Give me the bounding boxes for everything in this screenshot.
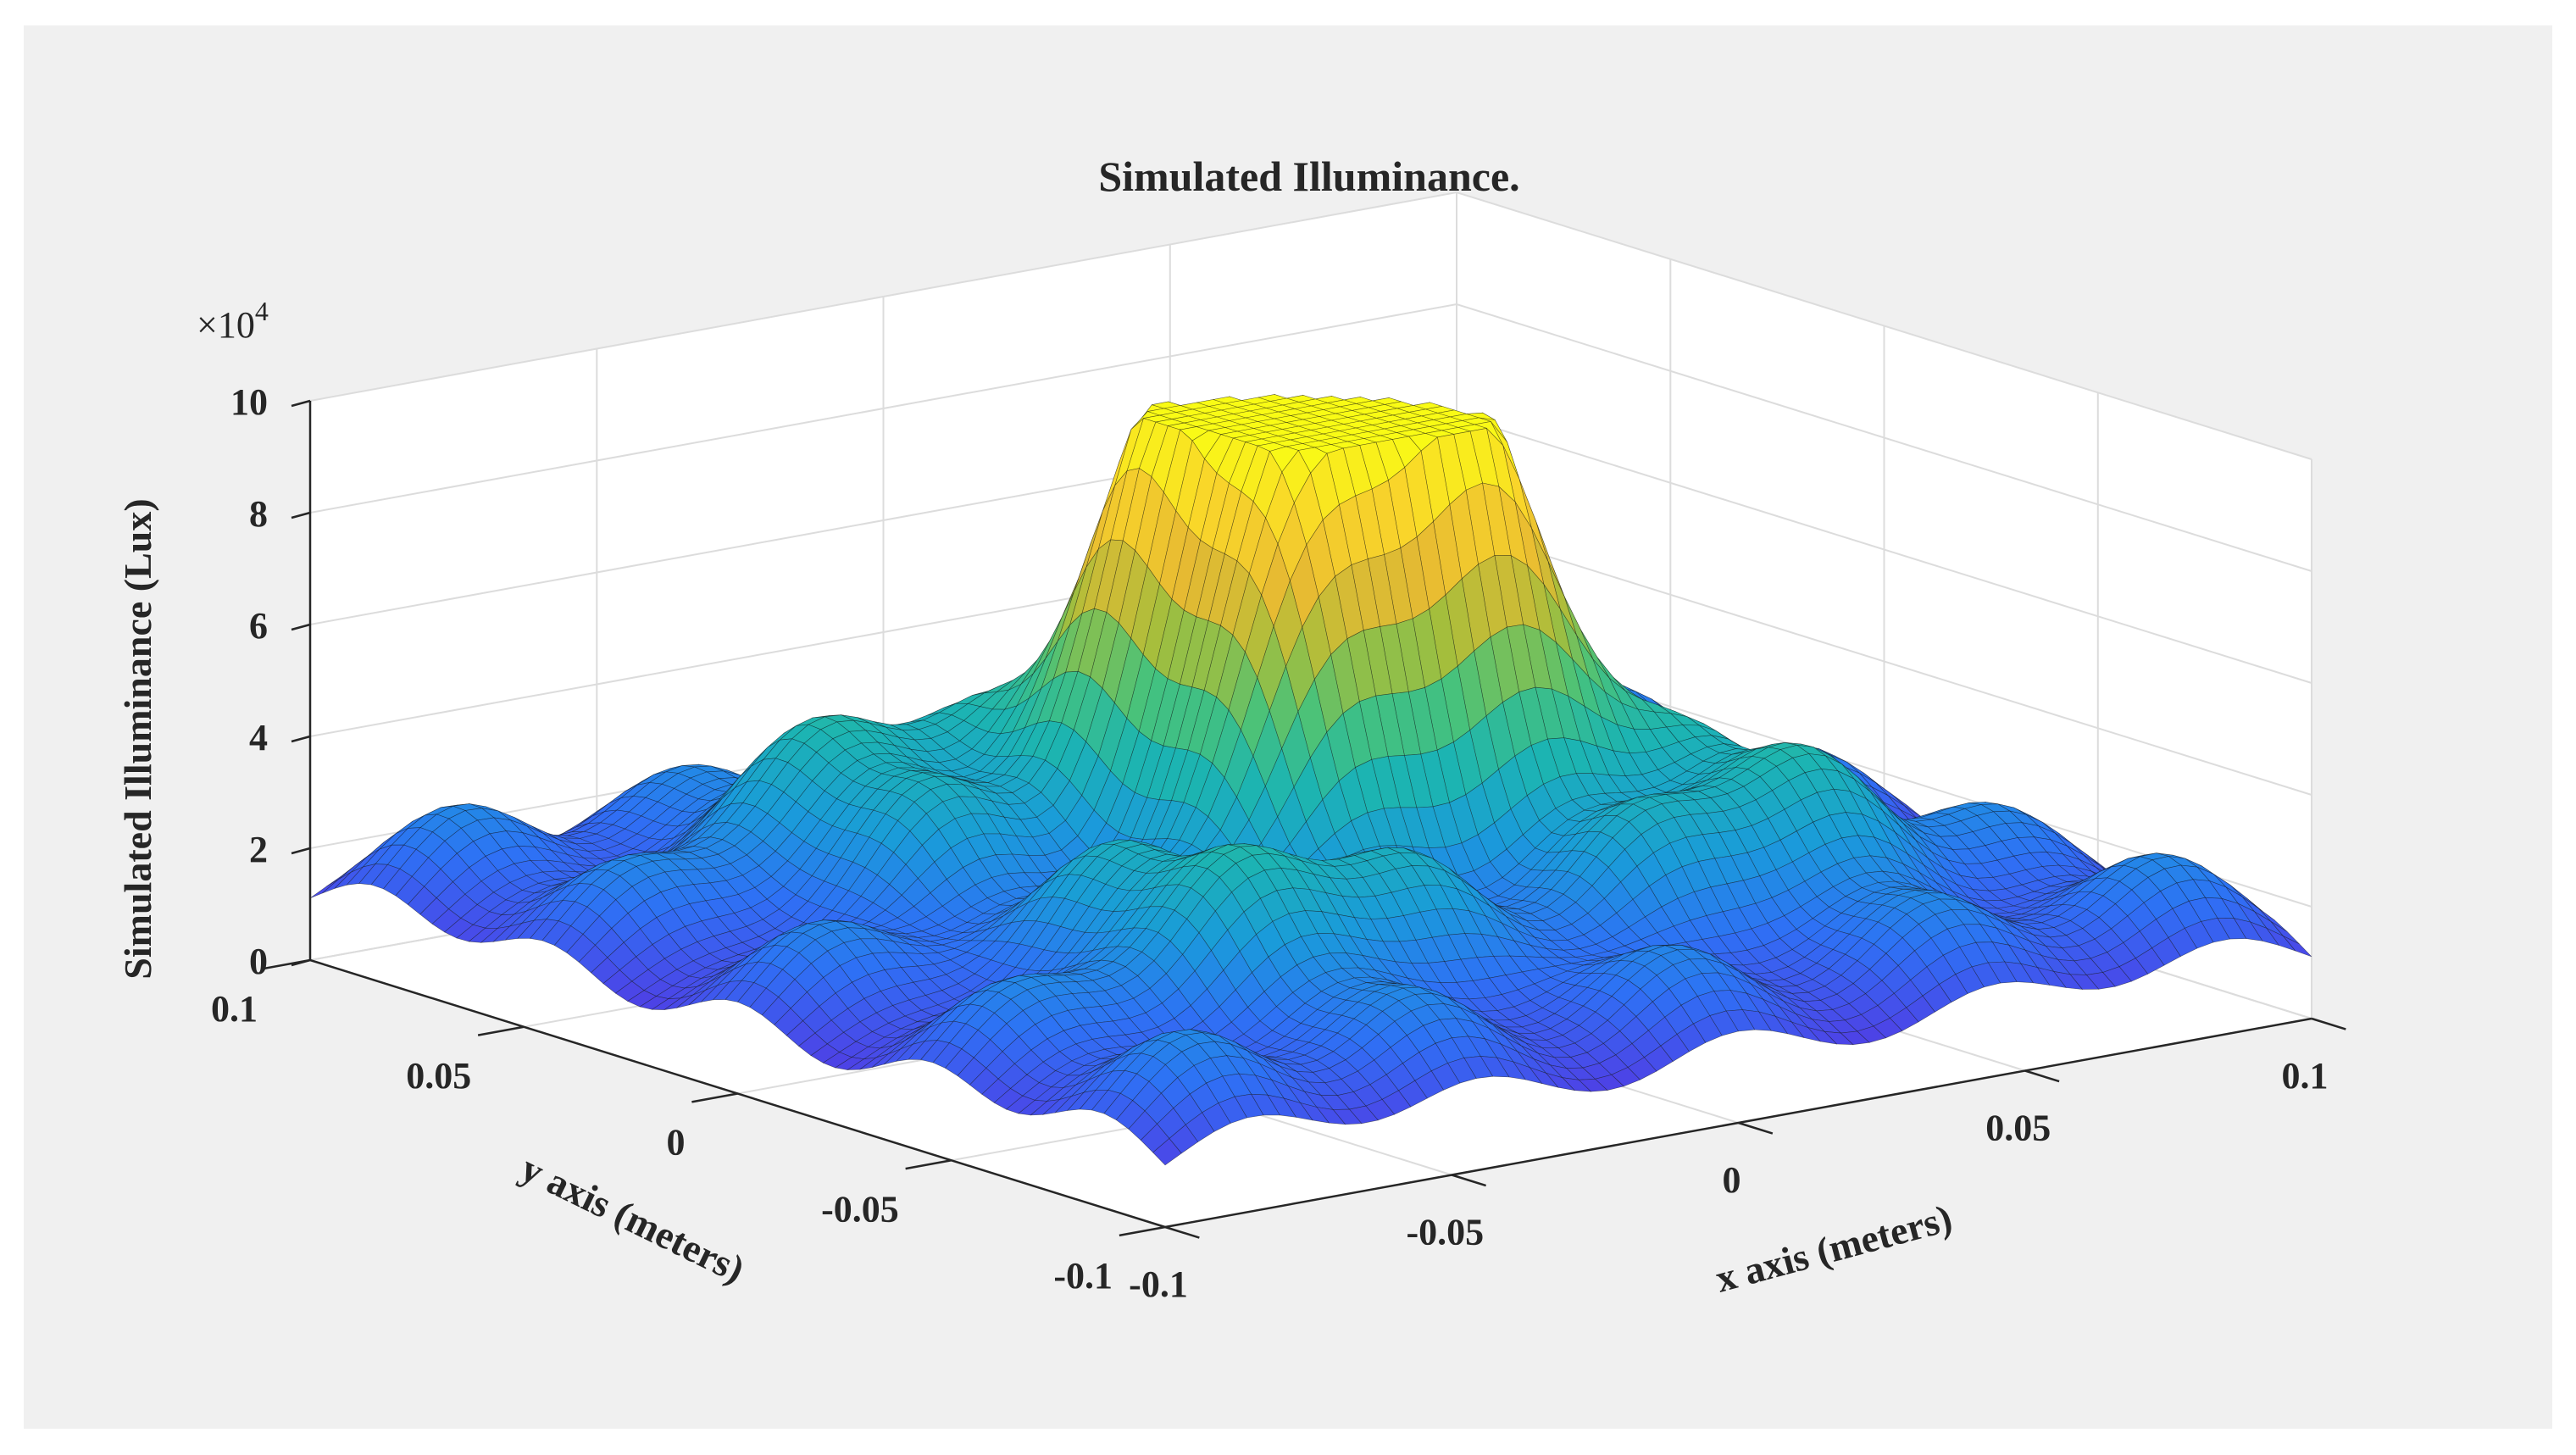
z-exponent: ×104: [197, 296, 269, 346]
z-tick-label: 6: [249, 605, 268, 647]
z-tick: [291, 735, 311, 743]
z-exponent-power: 4: [255, 296, 269, 326]
y-tick-label: 0.1: [211, 988, 258, 1030]
z-axis-label: Simulated Illuminance (Lux): [116, 498, 159, 979]
z-tick: [291, 399, 311, 408]
x-tick: [1164, 1225, 1200, 1239]
z-tick: [291, 623, 311, 631]
z-tick-label: 0: [249, 941, 268, 982]
z-tick-label: 2: [249, 829, 268, 870]
y-tick: [1119, 1225, 1166, 1237]
y-tick-label: 0: [667, 1122, 686, 1163]
z-tick-label: 4: [249, 717, 268, 758]
x-tick-label: 0: [1723, 1159, 1741, 1201]
y-axis-label: y axis (meters): [514, 1146, 752, 1291]
x-tick-label: -0.05: [1406, 1212, 1484, 1253]
x-tick: [2024, 1069, 2060, 1083]
z-tick: [291, 847, 311, 855]
illuminance-surface: [309, 393, 2312, 1166]
x-axis-label: x axis (meters): [1711, 1196, 1957, 1300]
y-tick: [905, 1159, 952, 1170]
y-tick-label: -0.1: [1053, 1255, 1113, 1297]
x-tick-label: 0.05: [1985, 1108, 2051, 1149]
z-tick-label: 10: [230, 381, 268, 423]
chart-title: Simulated Illuminance.: [1098, 153, 1519, 200]
z-tick: [291, 511, 311, 519]
x-tick: [2311, 1017, 2346, 1030]
x-tick-label: 0.1: [2282, 1055, 2329, 1097]
x-tick: [1738, 1121, 1774, 1135]
x-tick-label: -0.1: [1129, 1263, 1188, 1305]
z-tick-label: 8: [249, 493, 268, 535]
z-exponent-base: ×10: [197, 304, 255, 346]
y-tick: [691, 1092, 738, 1103]
x-tick: [1451, 1174, 1486, 1187]
y-tick-label: 0.05: [406, 1055, 471, 1097]
y-tick-label: -0.05: [821, 1188, 899, 1230]
y-tick: [477, 1025, 525, 1036]
